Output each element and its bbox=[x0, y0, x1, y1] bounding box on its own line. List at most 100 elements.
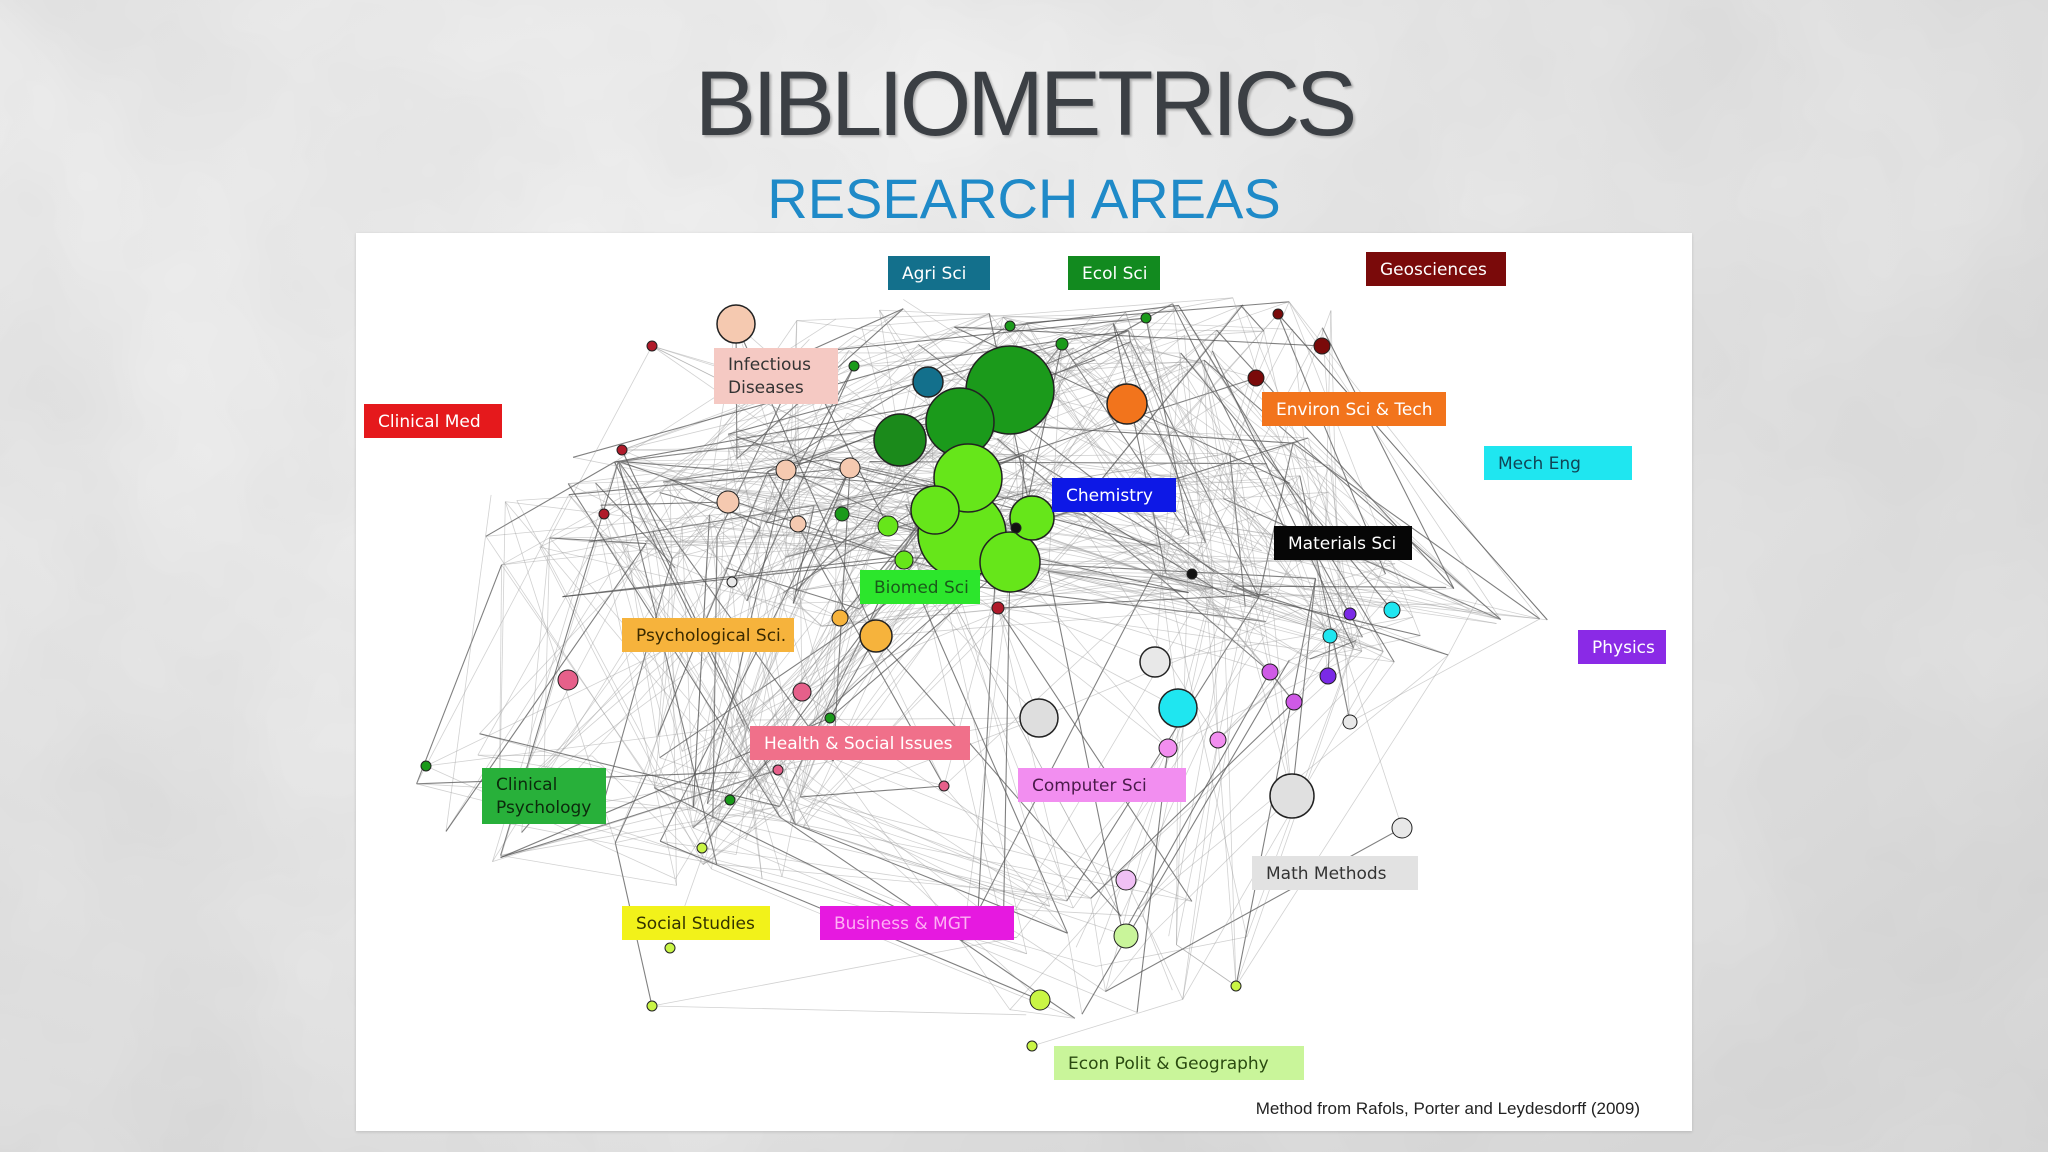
network-edge bbox=[1309, 635, 1421, 660]
network-edge bbox=[903, 299, 1212, 501]
network-edge bbox=[549, 537, 780, 807]
network-edge bbox=[614, 775, 647, 843]
network-edge bbox=[445, 494, 492, 832]
label-text: Chemistry bbox=[1066, 486, 1153, 506]
network-edge bbox=[783, 525, 889, 593]
network-edge bbox=[1142, 916, 1173, 991]
network-edge bbox=[1176, 535, 1190, 945]
research-node bbox=[979, 531, 1041, 593]
label-text: Environ Sci & Tech bbox=[1276, 400, 1433, 420]
network-edge bbox=[710, 469, 787, 489]
research-node bbox=[1055, 337, 1069, 351]
research-node bbox=[726, 576, 738, 588]
research-node bbox=[1391, 817, 1413, 839]
network-edge bbox=[1137, 651, 1384, 910]
label-box bbox=[1262, 392, 1446, 426]
research-node bbox=[646, 1000, 658, 1012]
network-edge bbox=[785, 504, 906, 558]
label-box bbox=[1274, 526, 1412, 560]
label-box bbox=[1578, 630, 1666, 664]
network-edge bbox=[669, 479, 677, 886]
network-edge bbox=[617, 461, 718, 865]
network-edge bbox=[568, 446, 883, 484]
network-edge bbox=[792, 467, 851, 604]
network-edge bbox=[1026, 322, 1163, 578]
network-edge bbox=[803, 607, 999, 827]
network-edge bbox=[692, 514, 711, 808]
network-edge bbox=[1393, 591, 1501, 620]
network-edge bbox=[1217, 739, 1237, 987]
science-map-figure: Agri Sci Ecol Sci Geosciences Infectious Dis… bbox=[356, 233, 1692, 1131]
label-text: Mech Eng bbox=[1498, 454, 1581, 474]
label-text: Clinical Med bbox=[378, 412, 481, 432]
network-edge bbox=[512, 556, 786, 794]
network-edge bbox=[1224, 310, 1332, 595]
network-edge bbox=[765, 365, 855, 524]
label-text: Geosciences bbox=[1380, 260, 1487, 280]
research-node bbox=[1319, 667, 1337, 685]
network-edge bbox=[1176, 944, 1237, 987]
network-edge bbox=[1229, 453, 1246, 607]
area-label-materials-sci: Materials Sci bbox=[1274, 526, 1412, 560]
network-edge bbox=[651, 1005, 1027, 1016]
network-nodes bbox=[420, 304, 1413, 1052]
network-edge bbox=[1176, 606, 1246, 945]
network-edge bbox=[1145, 317, 1187, 479]
network-edge bbox=[1291, 578, 1317, 797]
network-edge bbox=[701, 847, 737, 855]
network-edge bbox=[1447, 598, 1479, 656]
network-edge bbox=[670, 478, 893, 487]
research-node bbox=[824, 712, 836, 724]
network-edge bbox=[1232, 585, 1447, 588]
network-edge bbox=[728, 313, 990, 449]
network-edge bbox=[997, 438, 1024, 455]
network-edge bbox=[1072, 328, 1257, 379]
network-edge bbox=[651, 345, 945, 550]
network-edge bbox=[1211, 350, 1354, 649]
label-text: Econ Polit & Geography bbox=[1068, 1054, 1269, 1074]
label-box bbox=[1054, 1046, 1304, 1080]
area-label-computer-sci: Computer Sci bbox=[1018, 768, 1186, 802]
network-edge bbox=[568, 446, 883, 496]
network-edge bbox=[549, 345, 653, 539]
network-edge bbox=[800, 796, 1127, 881]
network-edge bbox=[943, 542, 1206, 787]
research-node bbox=[1313, 337, 1331, 355]
research-node bbox=[1230, 980, 1242, 992]
network-edge bbox=[1223, 491, 1329, 500]
network-edge bbox=[1009, 561, 1363, 638]
network-edge bbox=[568, 483, 841, 619]
network-edge bbox=[1047, 571, 1124, 935]
network-edge bbox=[501, 514, 763, 566]
research-node bbox=[598, 508, 610, 520]
network-edge bbox=[692, 523, 799, 809]
network-edge bbox=[542, 523, 799, 808]
network-edge bbox=[1002, 314, 1094, 318]
network-edge bbox=[1176, 944, 1237, 987]
network-edge bbox=[663, 481, 843, 515]
network-edge bbox=[1067, 933, 1083, 1015]
network-edge bbox=[1223, 618, 1271, 673]
network-edge bbox=[1072, 303, 1173, 361]
network-edge bbox=[1258, 588, 1454, 598]
network-edge bbox=[572, 361, 917, 458]
network-edge bbox=[500, 806, 780, 856]
research-node bbox=[873, 413, 927, 467]
network-edge bbox=[850, 446, 941, 539]
network-edge bbox=[1178, 305, 1395, 663]
network-edge bbox=[853, 343, 1063, 367]
research-node bbox=[1010, 522, 1022, 534]
network-edge bbox=[1223, 463, 1239, 619]
network-edge bbox=[681, 412, 848, 752]
network-edge bbox=[652, 531, 694, 808]
label-box bbox=[1052, 478, 1176, 512]
network-edge bbox=[1112, 323, 1331, 637]
network-edge bbox=[761, 514, 796, 592]
network-edge bbox=[1224, 591, 1271, 595]
network-edge bbox=[1176, 707, 1179, 945]
network-edge bbox=[542, 537, 551, 808]
label-text: Math Methods bbox=[1266, 864, 1387, 884]
research-node bbox=[1158, 738, 1178, 758]
network-edge bbox=[1378, 559, 1470, 610]
network-edge bbox=[801, 608, 861, 693]
